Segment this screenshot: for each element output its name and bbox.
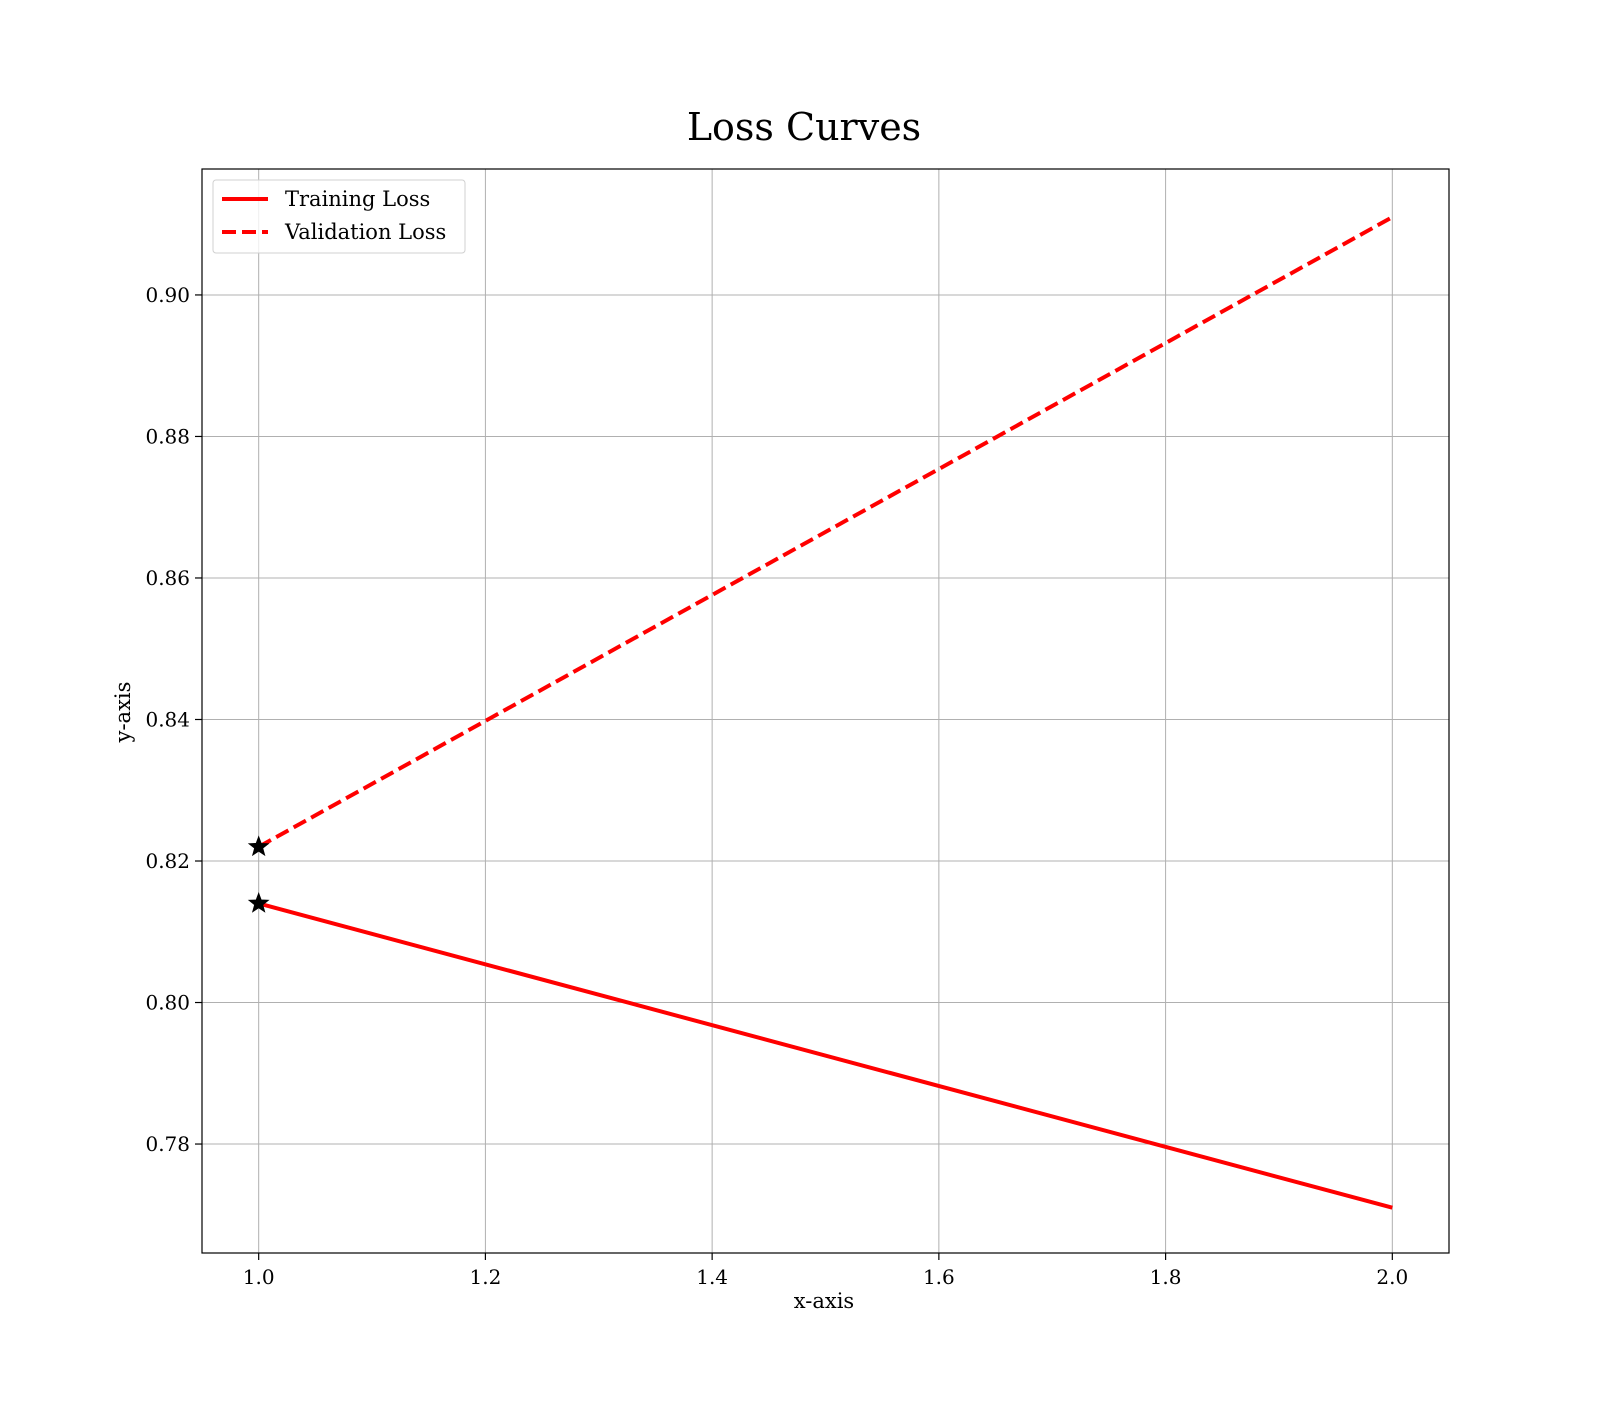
y-tick-label: 0.88 — [145, 424, 190, 448]
legend-box — [212, 179, 466, 254]
x-tick-label: 1.6 — [923, 1265, 955, 1289]
x-tick-label: 1.8 — [1150, 1265, 1182, 1289]
x-axis-label: x-axis — [794, 1289, 854, 1313]
validation-loss-legend-label: Validation Loss — [284, 220, 446, 244]
x-tick-label: 2.0 — [1376, 1265, 1408, 1289]
y-tick-label: 0.86 — [145, 566, 190, 590]
chart-title: Loss Curves — [687, 105, 921, 149]
y-tick-label: 0.84 — [145, 707, 190, 731]
y-tick-label: 0.82 — [145, 849, 190, 873]
y-axis-ticks: 0.78 0.80 0.82 0.84 0.86 0.88 0.90 — [145, 283, 202, 1156]
y-tick-label: 0.78 — [145, 1132, 190, 1156]
x-tick-label: 1.2 — [470, 1265, 502, 1289]
validation-loss-line — [257, 215, 1394, 849]
validation-loss-star-marker — [247, 835, 270, 857]
plot-area-frame — [201, 168, 1450, 1254]
x-axis-ticks: 1.0 1.2 1.4 1.6 1.8 2.0 — [243, 1253, 1408, 1289]
y-tick-label: 0.80 — [145, 991, 190, 1015]
training-loss-star-marker — [247, 892, 270, 913]
y-axis-label: y-axis — [111, 682, 135, 744]
grid-lines — [202, 169, 1449, 1253]
training-loss-line — [258, 901, 1393, 1210]
x-tick-label: 1.4 — [696, 1265, 728, 1289]
x-tick-label: 1.0 — [243, 1265, 275, 1289]
series-markers — [247, 835, 270, 913]
training-loss-legend-label: Training Loss — [285, 187, 430, 211]
series-lines — [257, 215, 1394, 1210]
y-tick-label: 0.90 — [145, 283, 190, 307]
legend: Training Loss Validation Loss — [212, 179, 466, 254]
